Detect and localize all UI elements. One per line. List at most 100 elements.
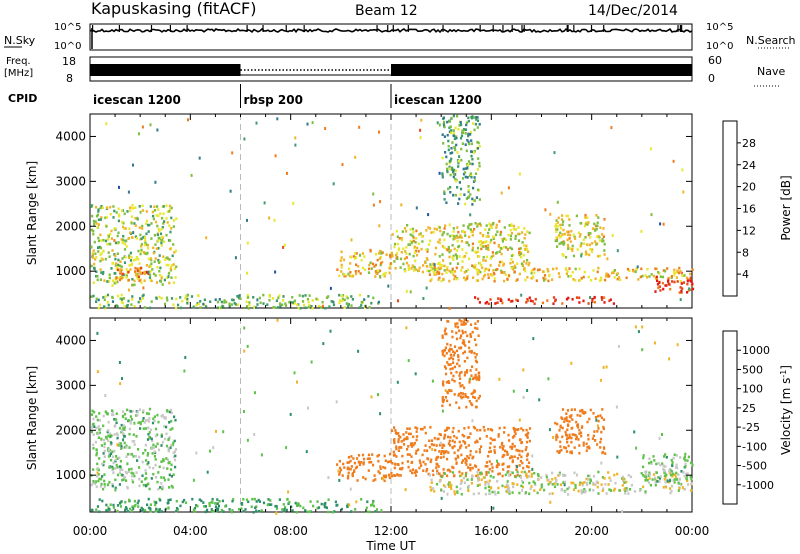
echo-cell	[166, 276, 169, 279]
echo-cell	[544, 208, 547, 212]
echo-cell	[456, 114, 459, 118]
echo-cell	[676, 269, 679, 272]
echo-cell	[340, 266, 343, 269]
echo-cell	[134, 454, 137, 458]
echo-cell	[594, 277, 597, 280]
echo-cell	[362, 461, 365, 464]
echo-cell	[595, 243, 598, 246]
echo-cell	[391, 474, 394, 478]
echo-cell	[340, 507, 343, 511]
echo-cell	[236, 303, 239, 307]
echo-cell	[113, 209, 116, 213]
echo-cell	[133, 440, 136, 443]
echo-cell	[509, 238, 512, 241]
echo-cell	[402, 443, 406, 446]
echo-cell	[403, 257, 406, 261]
echo-cell	[171, 443, 175, 447]
echo-cell	[573, 235, 576, 239]
echo-cell	[528, 261, 531, 265]
echo-cell	[462, 276, 466, 280]
echo-cell	[557, 272, 560, 275]
echo-cell	[484, 464, 487, 468]
echo-cell	[469, 133, 472, 136]
echo-cell	[579, 409, 582, 413]
echo-cell	[667, 276, 670, 280]
echo-cell	[658, 480, 661, 483]
echo-cell	[562, 254, 565, 257]
echo-cell	[115, 262, 118, 265]
echo-cell	[498, 264, 501, 267]
echo-cell	[511, 455, 514, 459]
echo-cell	[555, 228, 558, 231]
echo-cell	[462, 339, 465, 342]
echo-cell	[214, 502, 217, 505]
echo-cell	[163, 302, 167, 306]
echo-cell	[161, 235, 164, 239]
echo-cell	[448, 306, 451, 310]
echo-cell	[587, 437, 590, 441]
echo-cell	[160, 244, 163, 247]
echo-cell	[507, 298, 510, 301]
echo-cell	[588, 488, 591, 492]
echo-cell	[479, 243, 482, 246]
echo-cell	[648, 477, 651, 480]
echo-cell	[331, 510, 334, 514]
echo-cell	[210, 500, 213, 504]
echo-cell	[586, 420, 589, 424]
echo-cell	[179, 296, 182, 299]
echo-cell	[477, 188, 480, 192]
echo-cell	[346, 503, 349, 506]
echo-cell	[623, 488, 626, 491]
echo-cell	[578, 483, 581, 486]
echo-cell	[460, 444, 463, 447]
echo-cell	[103, 460, 106, 463]
echo-cell	[558, 471, 561, 475]
echo-cell	[527, 461, 531, 465]
power-colorbar-label: Power [dB]	[779, 175, 793, 240]
echo-cell	[437, 278, 440, 281]
echo-cell	[461, 472, 464, 475]
echo-cell	[129, 209, 132, 213]
echo-cell	[467, 226, 470, 230]
echo-cell	[381, 251, 384, 254]
echo-cell	[683, 274, 686, 277]
echo-cell	[389, 262, 392, 265]
echo-cell	[244, 508, 247, 511]
echo-cell	[121, 474, 124, 477]
echo-cell	[365, 506, 368, 510]
echo-cell	[108, 448, 111, 451]
echo-cell	[344, 274, 347, 278]
echo-cell	[157, 214, 160, 218]
echo-cell	[117, 241, 120, 244]
echo-cell	[581, 483, 584, 487]
echo-cell	[448, 485, 451, 488]
echo-cell	[434, 448, 437, 452]
echo-cell	[679, 298, 682, 302]
echo-cell	[470, 139, 473, 142]
echo-cell	[96, 331, 99, 335]
echo-cell	[165, 432, 168, 436]
echo-cell	[524, 269, 527, 273]
echo-cell	[469, 335, 472, 338]
echo-cell	[389, 460, 393, 463]
echo-cell	[465, 459, 468, 463]
echo-cell	[399, 435, 402, 439]
echo-cell	[293, 299, 296, 303]
echo-cell	[484, 301, 487, 305]
echo-cell	[152, 472, 155, 476]
echo-cell	[398, 247, 401, 250]
echo-cell	[474, 405, 478, 409]
echo-cell	[490, 238, 493, 242]
echo-cell	[100, 271, 103, 274]
echo-cell	[686, 279, 689, 283]
echo-cell	[457, 165, 460, 168]
echo-cell	[481, 266, 484, 270]
echo-cell	[110, 434, 113, 437]
echo-cell	[428, 445, 431, 449]
echo-cell	[224, 505, 227, 508]
echo-cell	[474, 122, 477, 126]
echo-cell	[453, 270, 457, 273]
echo-cell	[92, 480, 95, 483]
echo-cell	[425, 264, 429, 268]
echo-cell	[170, 297, 174, 300]
